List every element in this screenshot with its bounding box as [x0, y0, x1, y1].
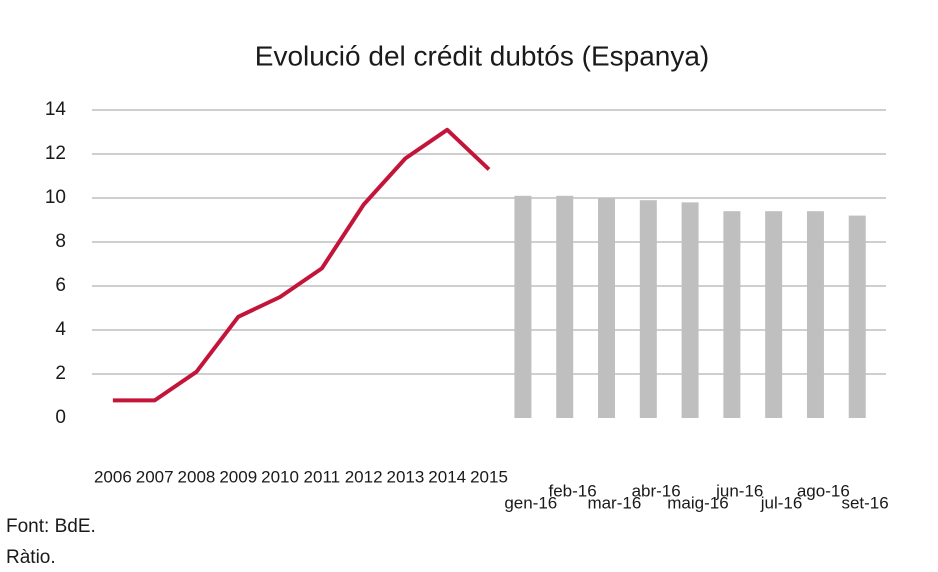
x-tick-label: 2011	[304, 467, 341, 486]
x-tick-label: feb-16	[548, 481, 596, 500]
x-tick-label: gen-16	[504, 493, 557, 512]
x-tick-label: 2010	[261, 467, 299, 486]
x-tick-label: 2009	[219, 467, 257, 486]
x-tick-label: jul-16	[760, 493, 803, 512]
bar	[514, 195, 532, 418]
x-tick-label: 2015	[470, 467, 508, 486]
bar	[681, 202, 699, 418]
bar	[848, 215, 866, 418]
x-tick-label: maig-16	[667, 493, 728, 512]
x-tick-label: mar-16	[587, 493, 641, 512]
line-series	[112, 127, 491, 403]
y-tick-label: 12	[45, 143, 66, 164]
y-tick-label: 14	[45, 99, 67, 120]
x-tick-label: jun-16	[715, 481, 763, 500]
bar	[723, 211, 741, 418]
y-tick-label: 4	[55, 319, 66, 340]
unit-note: Ràtio.	[6, 547, 56, 568]
bar	[806, 211, 824, 418]
y-tick-label: 8	[55, 231, 66, 252]
chart-title: Evolució del crédit dubtós (Espanya)	[255, 40, 709, 71]
x-tick-label: abr-16	[632, 481, 681, 500]
y-tick-label: 2	[55, 363, 66, 384]
x-tick-label: 2014	[428, 467, 466, 486]
x-tick-label: ago-16	[797, 481, 850, 500]
y-tick-label: 10	[45, 187, 66, 208]
bar	[598, 198, 616, 418]
bar	[556, 195, 574, 418]
bar	[639, 200, 657, 418]
x-tick-label: 2007	[136, 467, 174, 486]
x-tick-label: 2012	[345, 467, 383, 486]
x-tick-label: 2013	[387, 467, 425, 486]
y-tick-label: 6	[55, 275, 66, 296]
y-tick-label: 0	[55, 407, 66, 428]
x-tick-label: 2008	[178, 467, 216, 486]
x-tick-label: set-16	[841, 493, 888, 512]
bar	[765, 211, 783, 418]
x-tick-label: 2006	[94, 467, 132, 486]
source-note: Font: BdE.	[6, 516, 96, 537]
